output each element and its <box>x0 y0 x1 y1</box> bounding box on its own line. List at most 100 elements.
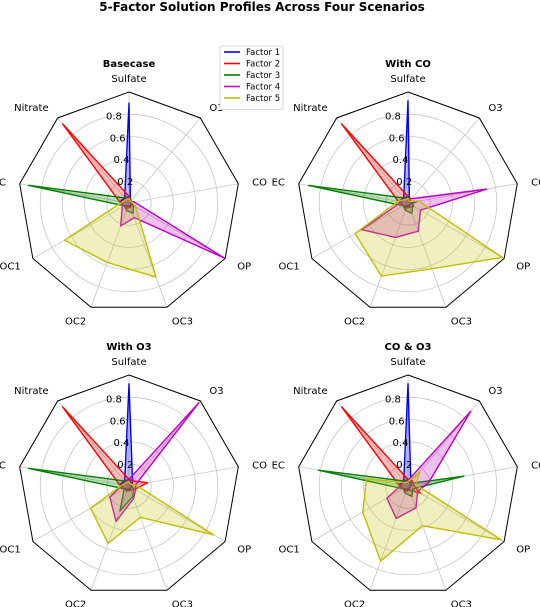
axis-label-ec: EC <box>272 177 285 188</box>
grid-spoke <box>369 485 409 591</box>
series-factor-4 <box>386 410 472 520</box>
panel-title: Basecase <box>103 59 156 70</box>
grid-spoke <box>407 117 480 204</box>
axis-label-oc2: OC2 <box>344 316 365 327</box>
grid-spoke <box>298 466 409 487</box>
axis-label-oc3: OC3 <box>172 599 193 607</box>
radial-tick-label: 0.6 <box>110 416 126 427</box>
grid-spoke <box>407 485 505 542</box>
axis-label-oc1: OC1 <box>279 262 300 273</box>
axis-label-co: CO <box>252 460 267 471</box>
axis-label-ec: EC <box>0 460 6 471</box>
axis-label-sulfate: Sulfate <box>390 74 425 85</box>
axis-label-sulfate: Sulfate <box>111 357 146 368</box>
radial-tick-label: 0.2 <box>396 177 412 188</box>
panel-title: With CO <box>385 59 431 70</box>
panel-title: CO & O3 <box>385 342 432 353</box>
panel-title: With O3 <box>106 342 151 353</box>
series-factor-5 <box>354 197 503 277</box>
grid-spoke <box>407 183 518 204</box>
grid-spoke <box>90 485 130 591</box>
grid-spoke <box>407 202 447 308</box>
radar-frame <box>19 91 239 308</box>
radar-panels: 0.2 0.4 0.6 0.8 Sulfate O3 CO OP OC3 OC2 OC1 EC Nitr… <box>0 59 540 607</box>
legend-label-factor-3: Factor 3 <box>246 71 280 81</box>
radial-tick-label: 0.4 <box>114 438 130 449</box>
axis-label-co: CO <box>531 460 540 471</box>
radial-tick-label: 0.2 <box>117 460 133 471</box>
axis-label-nitrate: Nitrate <box>293 386 328 397</box>
axis-label-oc2: OC2 <box>344 599 365 607</box>
axis-label-op: OP <box>516 262 530 273</box>
axis-label-oc3: OC3 <box>451 599 472 607</box>
radial-tick-label: 0.4 <box>393 155 409 166</box>
axis-label-oc1: OC1 <box>0 545 21 556</box>
radial-tick-label: 0.2 <box>117 177 133 188</box>
axis-label-oc1: OC1 <box>0 262 21 273</box>
series-factor-5 <box>362 470 502 562</box>
axis-label-sulfate: Sulfate <box>111 74 146 85</box>
legend-label-factor-2: Factor 2 <box>246 60 280 70</box>
grid-spoke <box>32 485 130 542</box>
axis-label-oc1: OC1 <box>279 545 300 556</box>
radial-tick-label: 0.8 <box>106 111 122 122</box>
axis-label-co: CO <box>252 177 267 188</box>
axis-label-sulfate: Sulfate <box>390 357 425 368</box>
axis-label-ec: EC <box>0 177 6 188</box>
axis-label-op: OP <box>237 262 251 273</box>
grid-spoke <box>369 202 409 308</box>
grid-spoke <box>128 183 239 204</box>
legend-label-factor-5: Factor 5 <box>246 94 280 104</box>
radar-frame <box>19 374 239 591</box>
legend-box <box>219 45 284 110</box>
axis-label-nitrate: Nitrate <box>14 386 49 397</box>
radial-tick-label: 0.4 <box>393 438 409 449</box>
axis-label-oc2: OC2 <box>65 599 86 607</box>
legend-label-factor-4: Factor 4 <box>246 83 280 93</box>
radial-tick-label: 0.8 <box>385 111 401 122</box>
axis-label-o3: O3 <box>488 103 502 114</box>
grid-spoke <box>128 117 201 204</box>
axis-label-nitrate: Nitrate <box>14 103 49 114</box>
radar-panel-basecase: 0.2 0.4 0.6 0.8 Sulfate O3 CO OP OC3 OC2 OC1 EC Nitr… <box>0 59 267 327</box>
radar-panel-co-o3: 0.2 0.4 0.6 0.8 Sulfate O3 CO OP OC3 OC2 OC1 EC Nitr… <box>272 342 540 607</box>
radar-frame <box>298 374 518 591</box>
axis-label-oc3: OC3 <box>451 316 472 327</box>
grid-spoke <box>32 202 130 259</box>
grid-spoke <box>90 202 130 308</box>
radial-tick-label: 0.2 <box>396 460 412 471</box>
axis-label-op: OP <box>237 545 251 556</box>
axis-label-o3: O3 <box>488 386 502 397</box>
series-factor-2 <box>61 406 149 492</box>
radial-tick-label: 0.6 <box>110 133 126 144</box>
axis-label-nitrate: Nitrate <box>293 103 328 114</box>
radial-tick-label: 0.8 <box>385 394 401 405</box>
figure-title: 5-Factor Solution Profiles Across Four S… <box>99 0 424 14</box>
grid-spoke <box>407 202 505 259</box>
axis-label-o3: O3 <box>209 386 223 397</box>
series-factor-5 <box>63 197 157 278</box>
axis-label-o3: O3 <box>209 103 223 114</box>
radar-panel-with-co: 0.2 0.4 0.6 0.8 Sulfate O3 CO OP OC3 OC2 OC1 EC Nitr… <box>272 59 540 327</box>
series-factor-1 <box>119 383 134 490</box>
radar-frame <box>298 91 518 308</box>
radial-tick-label: 0.6 <box>389 416 405 427</box>
axis-label-co: CO <box>531 177 540 188</box>
series-factor-3 <box>317 469 465 498</box>
radial-tick-label: 0.6 <box>389 133 405 144</box>
axis-label-ec: EC <box>272 460 285 471</box>
series-factor-5 <box>89 480 215 545</box>
axis-label-oc2: OC2 <box>65 316 86 327</box>
axis-label-oc3: OC3 <box>172 316 193 327</box>
grid-spoke <box>407 485 447 591</box>
radial-tick-label: 0.4 <box>114 155 130 166</box>
grid-spoke <box>128 485 168 591</box>
grid-spoke <box>311 485 409 542</box>
grid-spoke <box>128 202 168 308</box>
radar-panel-with-o3: 0.2 0.4 0.6 0.8 Sulfate O3 CO OP OC3 OC2 OC1 EC Nitr… <box>0 342 267 607</box>
radial-tick-label: 0.8 <box>106 394 122 405</box>
axis-label-op: OP <box>516 545 530 556</box>
legend-label-factor-1: Factor 1 <box>246 48 280 58</box>
